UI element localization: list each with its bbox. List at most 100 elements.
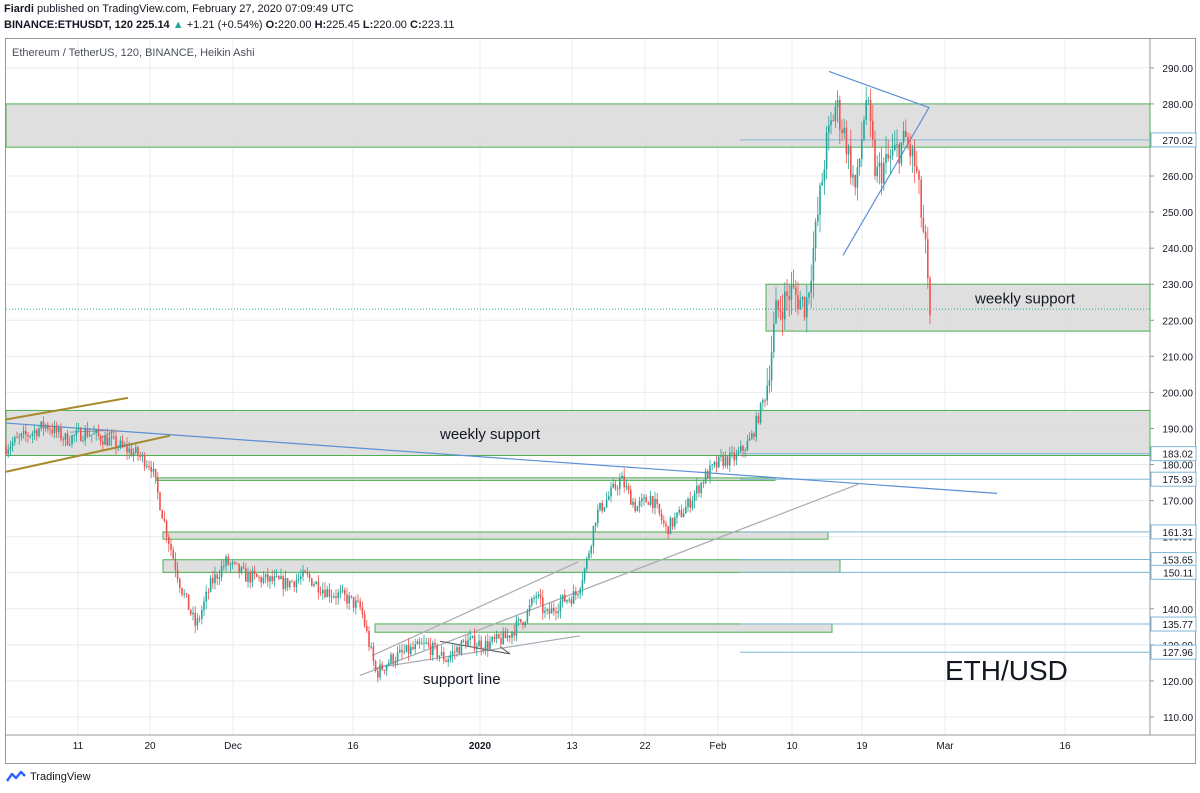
candle-body bbox=[399, 649, 401, 653]
x-tick-label: 20 bbox=[144, 741, 156, 752]
candle-body bbox=[636, 506, 639, 512]
candle-body bbox=[64, 433, 67, 440]
candle-body bbox=[293, 581, 295, 588]
candle-body bbox=[418, 641, 421, 644]
candle-body bbox=[126, 445, 128, 453]
candle-body bbox=[524, 622, 526, 626]
candle-body bbox=[542, 597, 544, 613]
candle-body bbox=[80, 428, 82, 442]
candle-body bbox=[374, 660, 377, 671]
candle-body bbox=[99, 435, 102, 442]
candle-body bbox=[858, 159, 861, 168]
candle-body bbox=[242, 567, 245, 569]
candle-body bbox=[302, 570, 304, 577]
candle-body bbox=[218, 577, 221, 579]
candle-body bbox=[148, 465, 150, 467]
candle-body bbox=[75, 429, 78, 435]
candle-body bbox=[55, 425, 58, 433]
close-value: 223.11 bbox=[421, 19, 455, 31]
candle-body bbox=[740, 446, 742, 452]
candle-body bbox=[396, 652, 399, 662]
candle-body bbox=[856, 167, 859, 188]
candle-body bbox=[654, 498, 656, 509]
candle-body bbox=[546, 609, 548, 611]
candle-body bbox=[465, 641, 467, 647]
candle-body bbox=[581, 580, 584, 589]
candle-body bbox=[880, 162, 883, 184]
candle-body bbox=[440, 652, 443, 656]
candle-body bbox=[128, 448, 130, 453]
candle-body bbox=[174, 558, 177, 570]
candle-body bbox=[115, 436, 117, 448]
candle-body bbox=[355, 600, 357, 608]
candle-body bbox=[489, 641, 491, 650]
candle-body bbox=[40, 421, 42, 429]
candle-body bbox=[223, 565, 225, 567]
symbol-label: BINANCE:ETHUSDT, 120 bbox=[4, 19, 133, 31]
candle-body bbox=[234, 562, 236, 564]
candle-body bbox=[460, 640, 463, 654]
candle-body bbox=[720, 455, 722, 457]
candle-body bbox=[31, 433, 34, 436]
candle-body bbox=[634, 501, 636, 512]
chart-annotation: ETH/USD bbox=[945, 655, 1068, 686]
candle-body bbox=[493, 636, 496, 639]
candle-body bbox=[372, 646, 375, 661]
quote-line: BINANCE:ETHUSDT, 120 225.14 ▲ +1.21 (+0.… bbox=[4, 17, 1194, 33]
candle-body bbox=[11, 442, 14, 447]
candle-body bbox=[557, 611, 559, 614]
candle-body bbox=[139, 455, 141, 457]
candle-body bbox=[885, 154, 887, 164]
candle-body bbox=[759, 402, 762, 423]
candle-body bbox=[553, 607, 555, 612]
candle-body bbox=[916, 166, 918, 172]
candle-body bbox=[324, 589, 326, 598]
candle-body bbox=[704, 471, 707, 484]
candle-body bbox=[707, 471, 709, 479]
candle-body bbox=[900, 142, 903, 164]
candle-body bbox=[121, 440, 124, 446]
candle-body bbox=[346, 594, 348, 604]
candle-body bbox=[863, 119, 865, 140]
candle-body bbox=[238, 563, 240, 573]
x-tick-label: Dec bbox=[224, 741, 242, 752]
candle-body bbox=[231, 562, 234, 564]
candle-body bbox=[696, 485, 698, 494]
candle-body bbox=[260, 577, 262, 583]
candle-body bbox=[196, 618, 199, 626]
candle-body bbox=[865, 100, 867, 120]
chart-frame[interactable] bbox=[5, 38, 1196, 764]
author-name[interactable]: Fiardi bbox=[4, 3, 34, 15]
candle-body bbox=[528, 605, 531, 611]
candle-body bbox=[392, 654, 394, 664]
candle-body bbox=[385, 665, 388, 671]
candle-body bbox=[245, 568, 247, 582]
x-tick-label: Feb bbox=[709, 741, 727, 752]
candle-body bbox=[797, 294, 799, 310]
candle-body bbox=[291, 581, 293, 583]
candle-body bbox=[311, 578, 313, 586]
candle-body bbox=[229, 563, 232, 565]
candle-body bbox=[751, 433, 753, 439]
candle-body bbox=[86, 428, 89, 437]
open-value: 220.00 bbox=[277, 19, 312, 31]
candle-body bbox=[612, 483, 614, 488]
candle-body bbox=[638, 501, 641, 507]
candle-body bbox=[117, 446, 119, 448]
candle-body bbox=[471, 635, 474, 638]
candle-body bbox=[905, 130, 907, 138]
candle-body bbox=[775, 300, 777, 324]
candle-body bbox=[724, 456, 727, 466]
candle-body bbox=[106, 435, 108, 446]
candle-body bbox=[42, 421, 45, 429]
y-tick-label: 290.00 bbox=[1162, 64, 1193, 75]
candle-body bbox=[414, 644, 416, 650]
candle-body bbox=[421, 643, 423, 645]
candle-body bbox=[847, 145, 850, 155]
candle-body bbox=[715, 461, 718, 468]
x-tick-label: 19 bbox=[856, 741, 868, 752]
price-tag bbox=[1150, 471, 1197, 487]
candle-body bbox=[282, 576, 284, 590]
candle-body bbox=[203, 601, 205, 611]
